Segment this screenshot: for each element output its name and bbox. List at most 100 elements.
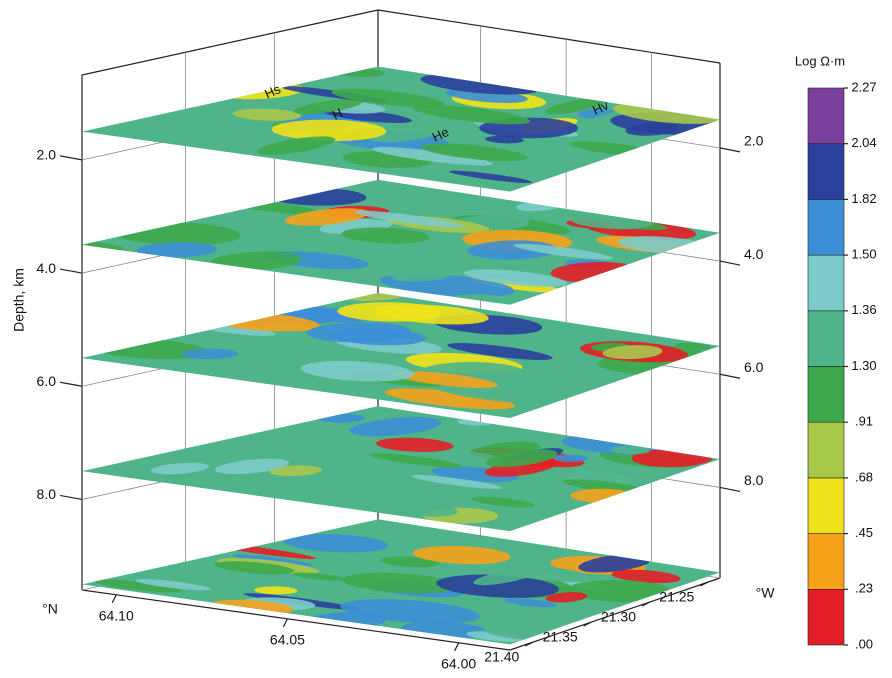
slice-patch [513, 342, 598, 356]
slice-patch [82, 241, 126, 251]
depth-tick-label: 2.0 [744, 133, 764, 149]
slice-patch [278, 188, 367, 206]
colorbar-swatch [807, 477, 845, 534]
lat-tick [454, 642, 460, 652]
depth-tick-label: 8.0 [37, 486, 57, 502]
slice-patch [349, 417, 442, 437]
box-edge [377, 9, 721, 64]
slice-patch [342, 572, 458, 594]
lon-tick [641, 601, 651, 607]
slice-patch [569, 213, 653, 230]
slice-patch [412, 105, 531, 125]
slice-patch [561, 479, 639, 493]
colorbar-swatch [807, 143, 845, 200]
depth-tick-label: 8.0 [744, 472, 764, 488]
colorbar-swatch [807, 310, 845, 367]
annotation: Hs [262, 81, 283, 102]
lon-tick-label: 21.25 [659, 589, 694, 605]
depth-slice [82, 406, 720, 532]
colorbar-swatch [807, 366, 845, 423]
slice-patch [463, 269, 568, 287]
depth-slice [82, 292, 720, 418]
lat-axis-label: °N [42, 601, 58, 617]
colorbar-label: 1.50 [851, 247, 876, 262]
slice-patch [269, 465, 323, 477]
slice-patch [226, 314, 320, 332]
slice-patch [339, 68, 385, 77]
slice-patch [366, 124, 445, 143]
slice-patch [566, 579, 670, 603]
slice-patch [236, 546, 316, 560]
depth-tick-label: 4.0 [744, 246, 764, 262]
colorbar-swatch [807, 199, 845, 256]
slice-patch [503, 598, 558, 608]
slice-patch [609, 445, 651, 455]
slice-patch [384, 388, 516, 410]
slice-patch [150, 462, 209, 475]
depth-tick-label: 4.0 [37, 260, 57, 276]
colorbar-label: .45 [855, 525, 873, 540]
slice-patch [578, 555, 650, 573]
slice-patch [305, 434, 395, 451]
slice-patch [212, 599, 294, 613]
lat-tick-label: 64.05 [270, 632, 305, 648]
colorbar-label: 2.27 [851, 79, 876, 94]
colorbar-label: 1.82 [851, 191, 876, 206]
slice-patch [391, 267, 454, 282]
y-axis-label: Depth, km [11, 268, 27, 332]
slice-patch [387, 503, 458, 517]
slice-patch [209, 251, 302, 270]
box-edge [509, 577, 721, 651]
slice-patch [612, 104, 720, 124]
slice-patch [292, 572, 346, 581]
lon-tick-label: 21.30 [601, 609, 636, 625]
colorbar-swatch [807, 588, 845, 646]
colorbar-swatch [807, 533, 845, 590]
slice-patch [420, 143, 528, 162]
slice-patch [570, 488, 627, 503]
slice-patch [569, 141, 641, 155]
colorbar-label: .00 [855, 636, 873, 651]
slice-patch [553, 454, 589, 462]
slice-patch [330, 327, 427, 346]
depth-tick [59, 381, 83, 387]
slice-patch [214, 458, 290, 475]
slice-patch [449, 170, 532, 184]
slice-patch [134, 579, 212, 591]
slice-patch [340, 599, 481, 624]
colorbar-swatch [807, 87, 845, 145]
slice-patch [420, 75, 537, 95]
lat-tick [111, 594, 117, 604]
slice-patch [355, 462, 413, 475]
slice-patch [485, 449, 558, 468]
slice-patch [470, 496, 536, 508]
depth-slice [82, 179, 720, 305]
slice-patch [282, 534, 388, 553]
lat-tick-label: 64.00 [441, 656, 476, 672]
slice-patch [438, 387, 545, 405]
slice-patch [483, 622, 561, 640]
lon-tick-label: 21.40 [484, 649, 519, 665]
colorbar-title: Log Ω·m [795, 53, 845, 68]
slice-patch [436, 574, 559, 598]
box-edge [81, 9, 379, 76]
slice-patch [545, 592, 588, 603]
colorbar-swatch [807, 421, 845, 479]
slice-patch [544, 99, 606, 115]
lon-tick-label: 21.35 [543, 629, 578, 645]
slice-patch [617, 236, 696, 254]
slice-patch [484, 458, 558, 477]
lat-tick-label: 64.10 [99, 608, 134, 624]
slice-patch [254, 586, 298, 595]
lon-tick [525, 641, 534, 647]
lat-tick [282, 618, 288, 628]
slice-patch [119, 223, 242, 245]
slice-patch [611, 569, 681, 584]
slice-patch [602, 345, 663, 360]
slice-patch [336, 302, 443, 322]
slice-patch [247, 202, 324, 216]
slice-patch [550, 262, 628, 282]
slice-patch [375, 437, 454, 452]
slice-patch [349, 292, 403, 302]
slice-patch [457, 419, 492, 426]
